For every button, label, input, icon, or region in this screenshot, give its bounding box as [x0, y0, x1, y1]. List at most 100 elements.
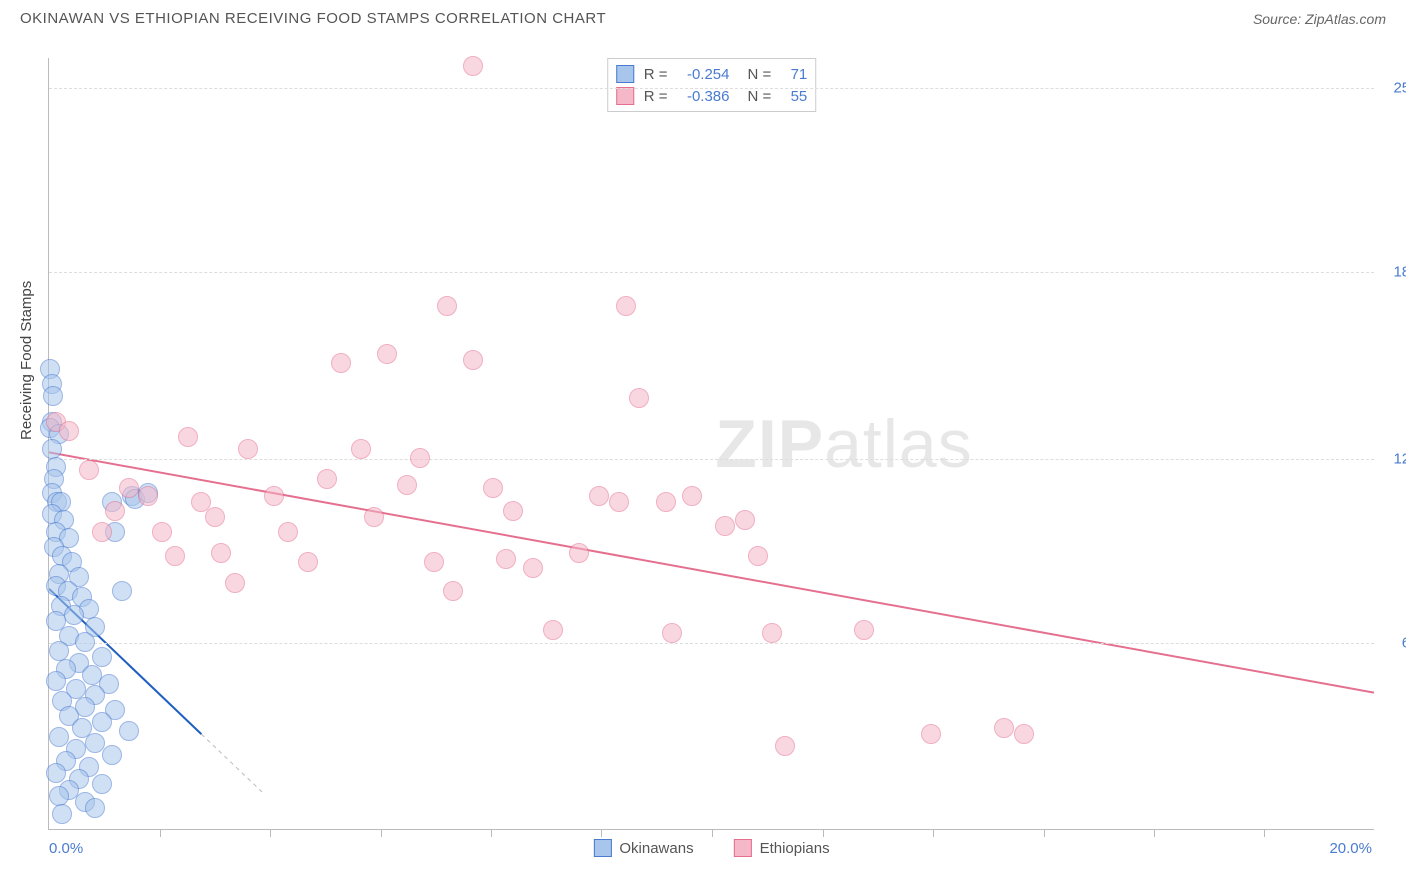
data-point: [331, 353, 351, 373]
data-point: [119, 721, 139, 741]
data-point: [211, 543, 231, 563]
data-point: [317, 469, 337, 489]
data-point: [589, 486, 609, 506]
data-point: [165, 546, 185, 566]
data-point: [715, 516, 735, 536]
x-tick: [160, 829, 161, 837]
data-point: [921, 724, 941, 744]
data-point: [443, 581, 463, 601]
data-point: [59, 421, 79, 441]
series-label: Okinawans: [619, 840, 693, 857]
data-point: [92, 712, 112, 732]
series-legend-item: Ethiopians: [734, 839, 830, 857]
correlation-legend-row: R = -0.254 N = 71: [616, 63, 808, 85]
trend-line-extrapolated: [201, 734, 264, 794]
data-point: [523, 558, 543, 578]
data-point: [662, 623, 682, 643]
data-point: [1014, 724, 1034, 744]
data-point: [43, 386, 63, 406]
x-tick: [381, 829, 382, 837]
data-point: [225, 573, 245, 593]
data-point: [483, 478, 503, 498]
data-point: [569, 543, 589, 563]
data-point: [64, 605, 84, 625]
trend-line: [49, 452, 1374, 692]
data-point: [79, 460, 99, 480]
data-point: [85, 798, 105, 818]
data-point: [92, 774, 112, 794]
r-label: R =: [644, 88, 668, 105]
data-point: [748, 546, 768, 566]
r-label: R =: [644, 66, 668, 83]
gridline: [49, 459, 1374, 460]
data-point: [463, 350, 483, 370]
y-tick-label: 18.8%: [1393, 263, 1406, 280]
x-tick: [1154, 829, 1155, 837]
data-point: [46, 671, 66, 691]
r-value: -0.254: [674, 66, 730, 83]
data-point: [102, 745, 122, 765]
y-axis-label: Receiving Food Stamps: [18, 281, 35, 440]
x-tick: [601, 829, 602, 837]
x-tick: [823, 829, 824, 837]
r-value: -0.386: [674, 88, 730, 105]
data-point: [775, 736, 795, 756]
data-point: [377, 344, 397, 364]
data-point: [629, 388, 649, 408]
data-point: [616, 296, 636, 316]
chart-header: OKINAWAN VS ETHIOPIAN RECEIVING FOOD STA…: [0, 0, 1406, 33]
data-point: [994, 718, 1014, 738]
data-point: [278, 522, 298, 542]
data-point: [543, 620, 563, 640]
data-point: [762, 623, 782, 643]
x-tick: [933, 829, 934, 837]
data-point: [92, 647, 112, 667]
legend-swatch: [593, 839, 611, 857]
data-point: [364, 507, 384, 527]
data-point: [437, 296, 457, 316]
data-point: [410, 448, 430, 468]
series-label: Ethiopians: [760, 840, 830, 857]
data-point: [105, 501, 125, 521]
y-tick-label: 12.5%: [1393, 450, 1406, 467]
gridline: [49, 272, 1374, 273]
legend-swatch: [616, 65, 634, 83]
data-point: [46, 763, 66, 783]
x-axis-min-label: 0.0%: [49, 840, 83, 857]
data-point: [138, 486, 158, 506]
data-point: [264, 486, 284, 506]
chart-title: OKINAWAN VS ETHIOPIAN RECEIVING FOOD STA…: [20, 10, 606, 27]
x-axis-max-label: 20.0%: [1329, 840, 1372, 857]
data-point: [75, 632, 95, 652]
n-label: N =: [748, 66, 772, 83]
data-point: [119, 478, 139, 498]
data-point: [397, 475, 417, 495]
chart-source: Source: ZipAtlas.com: [1253, 11, 1386, 27]
data-point: [609, 492, 629, 512]
data-point: [205, 507, 225, 527]
x-tick: [1264, 829, 1265, 837]
data-point: [496, 549, 516, 569]
data-point: [49, 786, 69, 806]
data-point: [351, 439, 371, 459]
legend-swatch: [734, 839, 752, 857]
correlation-legend: R = -0.254 N = 71 R = -0.386 N = 55: [607, 58, 817, 112]
legend-swatch: [616, 87, 634, 105]
y-tick-label: 6.3%: [1402, 634, 1406, 651]
data-point: [682, 486, 702, 506]
data-point: [178, 427, 198, 447]
gridline: [49, 88, 1374, 89]
data-point: [424, 552, 444, 572]
n-value: 55: [777, 88, 807, 105]
x-tick: [1044, 829, 1045, 837]
n-value: 71: [777, 66, 807, 83]
chart-plot-area: ZIPatlas R =-0.254N =71R =-0.386N =55 Ok…: [48, 58, 1374, 830]
watermark: ZIPatlas: [715, 405, 972, 483]
data-point: [112, 581, 132, 601]
data-point: [463, 56, 483, 76]
x-tick: [270, 829, 271, 837]
data-point: [298, 552, 318, 572]
data-point: [92, 522, 112, 542]
data-point: [152, 522, 172, 542]
n-label: N =: [748, 88, 772, 105]
